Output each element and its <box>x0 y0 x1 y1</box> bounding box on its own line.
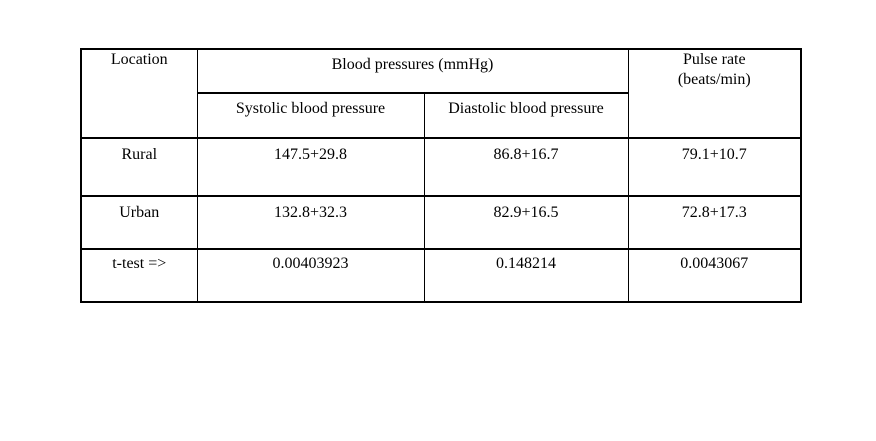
header-row-sub: Systolic blood pressure Diastolic blood … <box>81 92 801 139</box>
rural-pulse-cell: 79.1+10.7 <box>627 137 802 197</box>
ttest-label-cell: t-test => <box>80 248 198 303</box>
header-pulse-rate: Pulse rate (beats/min) <box>627 48 802 139</box>
header-location: Location <box>80 48 198 139</box>
ttest-systolic-cell: 0.00403923 <box>196 248 425 303</box>
header-diastolic: Diastolic blood pressure <box>423 92 629 139</box>
header-blood-pressures-group: Blood pressures (mmHg) <box>196 48 629 94</box>
rural-location-cell: Rural <box>80 137 198 197</box>
header-row-group: Location Blood pressures (mmHg) Pulse ra… <box>80 48 802 139</box>
urban-location-cell: Urban <box>80 195 198 250</box>
table-row-ttest: t-test => 0.00403923 0.148214 0.0043067 <box>80 248 802 303</box>
table-row-rural: Rural 147.5+29.8 86.8+16.7 79.1+10.7 <box>80 137 802 197</box>
urban-diastolic-cell: 82.9+16.5 <box>423 195 629 250</box>
header-systolic: Systolic blood pressure <box>196 92 425 139</box>
blood-pressure-stats-table: Location Blood pressures (mmHg) Pulse ra… <box>80 48 803 303</box>
pulse-rate-unit: (beats/min) <box>677 71 751 88</box>
ttest-diastolic-cell: 0.148214 <box>423 248 629 303</box>
table-row-urban: Urban 132.8+32.3 82.9+16.5 72.8+17.3 <box>80 195 802 250</box>
ttest-pulse-cell: 0.0043067 <box>627 248 802 303</box>
rural-diastolic-cell: 86.8+16.7 <box>423 137 629 197</box>
urban-systolic-cell: 132.8+32.3 <box>196 195 425 250</box>
rural-systolic-cell: 147.5+29.8 <box>196 137 425 197</box>
pulse-rate-label: Pulse rate <box>682 51 746 68</box>
urban-pulse-cell: 72.8+17.3 <box>627 195 802 250</box>
